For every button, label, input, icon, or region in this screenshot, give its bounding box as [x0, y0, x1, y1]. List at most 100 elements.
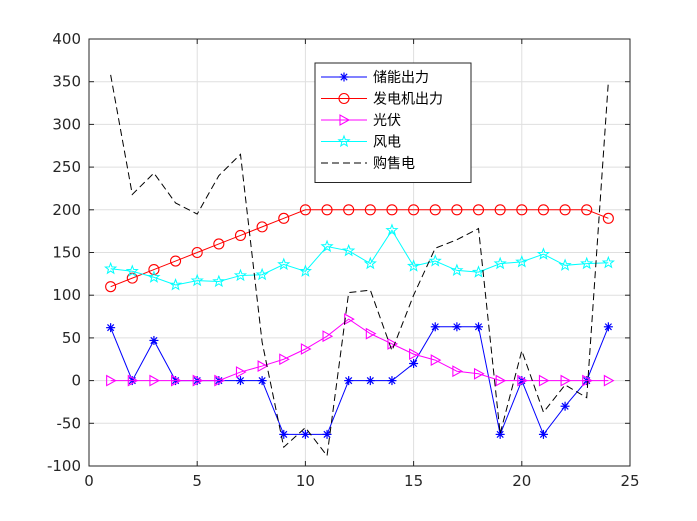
- data-point: [495, 374, 507, 387]
- data-point: [105, 281, 117, 293]
- series-5: [110, 74, 609, 458]
- data-point: [560, 374, 572, 387]
- legend-marker: [339, 72, 349, 82]
- data-point: [277, 257, 291, 271]
- x-tick-label: 0: [84, 472, 94, 490]
- data-point: [560, 401, 570, 411]
- data-point: [364, 204, 376, 216]
- data-point: [321, 204, 333, 216]
- data-point: [279, 353, 290, 366]
- data-point: [558, 258, 572, 271]
- legend-entry: 风电: [321, 135, 401, 151]
- data-point: [127, 374, 139, 387]
- data-point: [170, 255, 182, 267]
- data-point: [190, 273, 204, 287]
- x-tick-label: 20: [512, 472, 531, 490]
- data-point: [602, 212, 614, 224]
- data-point: [495, 429, 505, 439]
- data-point: [387, 376, 397, 386]
- y-tick-label: 300: [52, 115, 81, 133]
- y-tick-label: 50: [62, 329, 81, 347]
- data-point: [581, 204, 593, 216]
- data-point: [233, 268, 248, 282]
- data-point: [300, 429, 310, 439]
- data-point: [256, 221, 268, 233]
- data-point: [149, 335, 159, 345]
- data-point: [235, 366, 247, 378]
- series-line: [110, 74, 609, 458]
- legend-entry: 储能出力: [321, 70, 429, 86]
- y-tick-label: 350: [52, 73, 81, 91]
- data-point: [147, 270, 161, 283]
- data-point: [125, 264, 139, 277]
- data-point: [149, 374, 161, 387]
- data-point: [580, 256, 594, 270]
- data-point: [387, 337, 399, 350]
- data-point: [343, 204, 355, 216]
- y-tick-label: 250: [52, 158, 81, 176]
- data-point: [104, 261, 118, 275]
- legend-label: 发电机出力: [373, 92, 443, 108]
- data-point: [603, 374, 615, 387]
- data-point: [385, 223, 399, 236]
- data-point: [342, 243, 356, 257]
- data-point: [191, 246, 203, 259]
- y-tick-label: 400: [52, 30, 81, 48]
- data-point: [474, 322, 484, 332]
- legend-label: 储能出力: [373, 70, 429, 86]
- data-point: [363, 256, 377, 270]
- data-point: [365, 327, 377, 340]
- legend-box: [314, 62, 472, 183]
- legend-label: 购售电: [373, 156, 415, 172]
- y-tick-label: 0: [71, 372, 81, 390]
- legend-entry: 购售电: [321, 156, 415, 172]
- data-point: [517, 374, 528, 387]
- data-point: [515, 254, 529, 268]
- legend-marker: [337, 134, 351, 148]
- data-point: [278, 212, 290, 224]
- data-point: [365, 376, 375, 386]
- data-point: [408, 204, 420, 216]
- legend-entry: 发电机出力: [321, 92, 443, 108]
- data-point: [451, 204, 463, 216]
- data-point: [516, 204, 528, 216]
- data-point: [257, 376, 267, 386]
- x-tick-label: 5: [192, 472, 202, 490]
- data-point: [538, 429, 548, 439]
- data-point: [171, 374, 182, 387]
- data-point: [409, 359, 419, 369]
- data-point: [148, 264, 160, 276]
- y-tick-label: -50: [57, 414, 82, 432]
- data-point: [298, 264, 312, 277]
- data-point: [494, 204, 506, 216]
- data-point: [493, 256, 507, 270]
- y-tick-label: 100: [52, 286, 81, 304]
- x-tick-label: 15: [404, 472, 423, 490]
- data-point: [234, 229, 247, 241]
- data-point: [322, 330, 334, 343]
- series-4: [104, 223, 615, 291]
- data-point: [409, 348, 420, 361]
- data-point: [344, 376, 354, 386]
- data-point: [386, 204, 398, 216]
- data-point: [473, 367, 485, 380]
- data-point: [322, 429, 332, 439]
- data-point: [603, 322, 613, 332]
- axes: 0 5 10 15 20 25 -100 -50 0 50 100 150 200 250 300 350 40…: [47, 30, 640, 490]
- legend-label: 风电: [373, 135, 401, 151]
- data-point: [430, 322, 440, 332]
- data-point: [472, 204, 485, 216]
- data-point: [559, 204, 571, 216]
- data-point: [428, 254, 442, 267]
- data-point: [257, 360, 269, 373]
- data-point: [212, 274, 226, 288]
- data-point: [450, 263, 464, 277]
- data-point: [192, 374, 204, 387]
- series-3: [106, 313, 615, 387]
- legend-label: 光伏: [373, 113, 401, 129]
- data-point: [214, 374, 225, 387]
- data-point: [452, 322, 462, 332]
- data-point: [430, 354, 442, 367]
